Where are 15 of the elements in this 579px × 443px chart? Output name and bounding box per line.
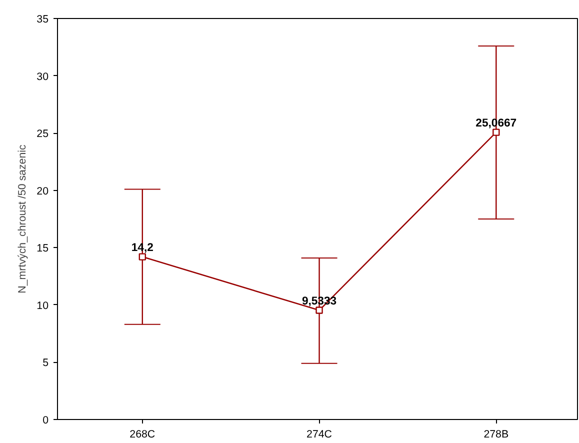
- y-tick-label: 10: [36, 300, 49, 312]
- y-axis-title: N_mrtvých_chroust /50 sazenic: [16, 144, 29, 294]
- y-tick-label: 0: [42, 414, 49, 426]
- y-tick-label: 20: [36, 185, 49, 198]
- y-tick-label: 30: [36, 70, 49, 83]
- y-tick-label: 25: [36, 128, 49, 140]
- y-tick-label: 5: [42, 357, 49, 370]
- point: [316, 306, 323, 314]
- point: [492, 128, 500, 136]
- x-tick-label: 278B: [484, 428, 509, 440]
- y-tick-label: 15: [36, 242, 49, 255]
- point: [138, 253, 146, 260]
- x-tick-label: 274C: [306, 428, 332, 440]
- x-tick-label: 268C: [130, 428, 156, 440]
- y-tick-label: 35: [36, 14, 49, 26]
